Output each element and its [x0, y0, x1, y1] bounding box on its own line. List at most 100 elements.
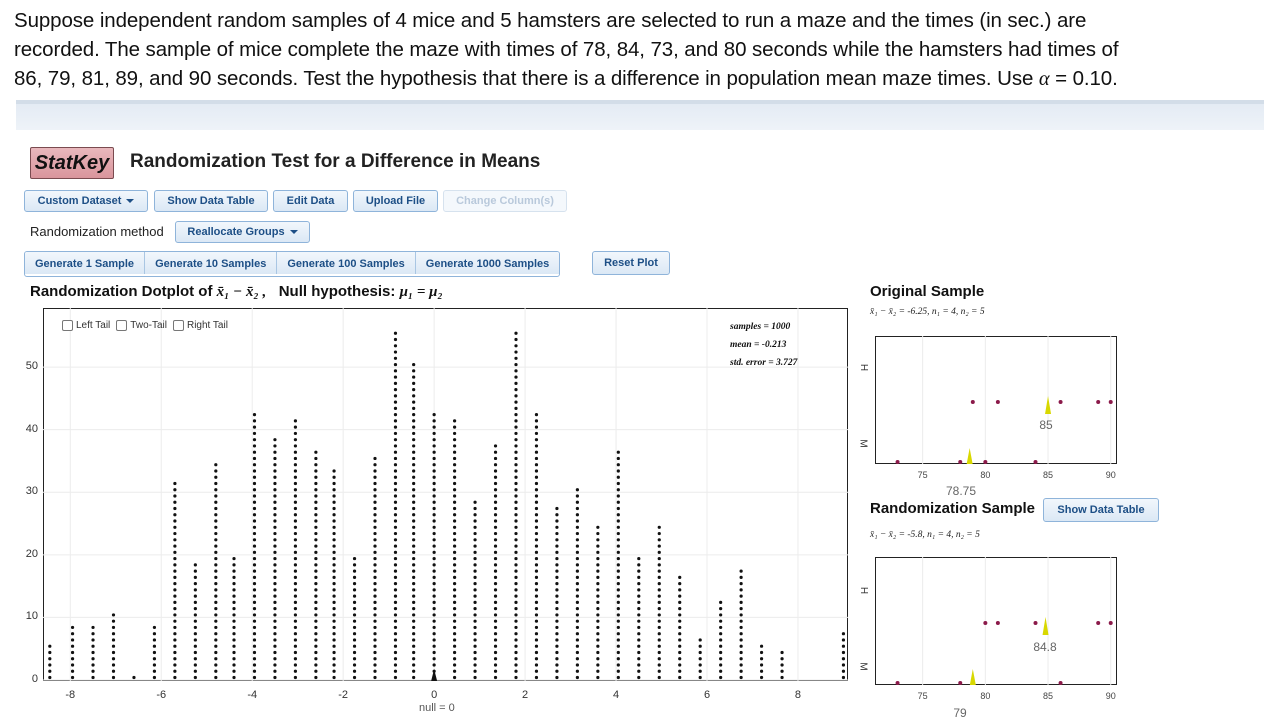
data-dot — [332, 650, 336, 655]
data-dot — [314, 450, 318, 454]
data-dot — [534, 556, 539, 561]
data-dot — [514, 669, 518, 673]
two-tail-option[interactable]: Two-Tail — [116, 320, 167, 331]
data-dot — [493, 444, 498, 448]
reset-plot-button[interactable]: Reset Plot — [592, 251, 670, 275]
data-dot — [678, 632, 682, 636]
generate-10-button[interactable]: Generate 10 Samples — [145, 252, 278, 274]
right-tail-checkbox[interactable] — [172, 320, 184, 331]
data-dot — [314, 469, 318, 473]
data-dot — [314, 663, 318, 667]
edit-data-button[interactable]: Edit Data — [273, 190, 348, 212]
data-dot — [616, 657, 620, 661]
data-dot — [514, 344, 518, 348]
data-dot — [252, 519, 257, 523]
data-dot — [534, 438, 539, 442]
data-dot — [412, 513, 416, 517]
data-dot — [759, 657, 764, 661]
data-dot — [493, 525, 498, 529]
data-dot — [616, 463, 620, 467]
left-tail-option[interactable]: Left Tail — [62, 320, 110, 331]
data-dot — [412, 607, 416, 611]
data-dot — [575, 588, 579, 592]
data-dot — [214, 619, 218, 623]
data-dot — [214, 500, 218, 504]
data-dot — [514, 556, 518, 561]
data-dot — [698, 663, 702, 667]
data-dot — [173, 556, 177, 561]
data-dot — [314, 488, 318, 492]
data-dot — [232, 657, 236, 661]
data-dot — [596, 531, 600, 536]
data-dot — [616, 663, 620, 667]
data-dot — [493, 675, 498, 680]
data-dot — [739, 607, 743, 611]
show-data-table-button[interactable]: Show Data Table — [154, 190, 268, 212]
upload-file-button[interactable]: Upload File — [353, 190, 438, 212]
data-dot — [393, 344, 398, 348]
data-dot — [678, 594, 682, 598]
dot-column — [534, 413, 539, 680]
right-tail-option[interactable]: Right Tail — [172, 320, 228, 331]
data-dot — [393, 525, 398, 529]
data-dot — [493, 456, 498, 461]
data-dot — [393, 388, 398, 392]
data-dot — [452, 638, 457, 642]
generate-100-button[interactable]: Generate 100 Samples — [277, 252, 416, 274]
data-dot — [393, 556, 398, 561]
data-dot — [555, 607, 559, 611]
data-dot — [393, 563, 398, 567]
data-dot — [193, 569, 197, 573]
data-dot — [193, 575, 197, 579]
data-dot — [352, 600, 357, 604]
data-dot — [293, 419, 298, 423]
data-dot — [657, 556, 661, 561]
data-dot — [111, 644, 116, 648]
dot-column — [132, 675, 136, 680]
generate-1000-button[interactable]: Generate 1000 Samples — [415, 252, 560, 274]
data-dot — [293, 650, 298, 655]
data-dot — [616, 538, 620, 542]
left-tail-checkbox[interactable] — [62, 320, 73, 331]
randomization-show-data-table-button[interactable]: Show Data Table — [1043, 498, 1159, 522]
data-dot — [432, 444, 436, 448]
data-dot — [841, 657, 846, 661]
data-dot — [616, 669, 620, 673]
data-dot — [473, 657, 477, 661]
two-tail-checkbox[interactable] — [116, 320, 128, 331]
data-dot — [273, 519, 277, 523]
data-dot — [293, 582, 298, 586]
data-dot — [678, 613, 682, 617]
data-dot — [514, 413, 518, 417]
data-dot — [473, 607, 477, 611]
data-dot — [214, 613, 218, 617]
data-dot — [473, 650, 477, 655]
dot-column — [473, 500, 477, 680]
data-dot — [111, 613, 116, 617]
data-dot — [657, 525, 661, 529]
randomization-method-dropdown[interactable]: Reallocate Groups — [175, 221, 310, 243]
m-mean-marker — [969, 669, 976, 685]
x-tick-label: 90 — [1105, 470, 1116, 480]
data-dot — [452, 588, 457, 592]
data-dot — [173, 563, 177, 567]
data-dot — [657, 607, 661, 611]
data-dot — [719, 663, 723, 667]
custom-dataset-dropdown[interactable]: Custom Dataset — [24, 190, 148, 212]
x-tick-label: 85 — [1043, 470, 1054, 480]
change-columns-button[interactable]: Change Column(s) — [443, 190, 567, 212]
data-dot — [293, 456, 298, 461]
data-dot — [173, 569, 177, 573]
data-dot — [214, 569, 218, 573]
generate-1-button[interactable]: Generate 1 Sample — [25, 252, 146, 274]
data-dot — [293, 550, 298, 554]
data-dot — [273, 538, 277, 542]
data-dot — [514, 362, 518, 367]
statkey-logo[interactable]: StatKey — [30, 147, 114, 179]
data-dot — [534, 494, 539, 498]
data-dot — [657, 538, 661, 542]
data-dot — [637, 600, 641, 604]
data-dot — [293, 488, 298, 492]
data-dot — [173, 594, 177, 598]
data-dot — [473, 513, 477, 517]
